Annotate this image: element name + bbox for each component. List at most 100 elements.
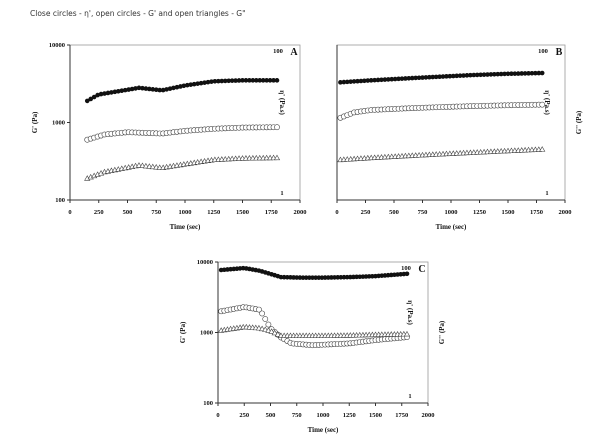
data-point — [313, 275, 318, 280]
data-point — [444, 74, 449, 79]
data-point — [178, 84, 183, 89]
data-point — [258, 325, 266, 332]
data-point — [344, 79, 350, 85]
plot-frame — [69, 44, 301, 201]
data-point — [139, 162, 146, 169]
x-axis-label: Time (sec) — [170, 223, 201, 231]
data-point — [362, 78, 367, 84]
data-point — [140, 85, 145, 91]
data-point — [262, 326, 269, 332]
data-point — [146, 163, 153, 169]
data-point — [147, 86, 152, 92]
y-tick-label: 1000 — [200, 330, 213, 337]
data-point — [95, 92, 100, 98]
data-point — [240, 78, 245, 83]
data-point — [505, 71, 511, 77]
x-tick-label: 0 — [68, 209, 71, 216]
data-point — [247, 78, 252, 83]
series-open-circle — [84, 124, 280, 143]
data-point — [265, 327, 272, 333]
data-point — [119, 88, 125, 94]
data-point — [372, 77, 377, 83]
y2-tick-label: 100 — [538, 48, 548, 55]
data-point — [536, 70, 542, 76]
x-tick-label: 250 — [239, 412, 249, 419]
data-point — [259, 310, 265, 317]
y-tick-label: 10000 — [197, 259, 213, 266]
data-point — [271, 78, 276, 83]
data-point — [274, 331, 281, 337]
panel-B — [336, 44, 566, 203]
x-tick-label: 750 — [292, 412, 302, 419]
data-point — [539, 70, 545, 76]
data-point — [427, 74, 432, 80]
data-point — [450, 73, 456, 79]
data-point — [195, 81, 200, 86]
data-point — [149, 163, 156, 170]
x-tick-label: 500 — [266, 412, 276, 419]
x-tick-label: 1500 — [236, 209, 249, 216]
data-point — [338, 80, 343, 85]
data-point — [498, 71, 504, 77]
data-point — [392, 76, 398, 82]
data-point — [423, 75, 429, 80]
data-point — [488, 72, 494, 77]
x-tick-label: 2000 — [422, 412, 435, 419]
data-point — [143, 86, 149, 91]
data-point — [307, 275, 312, 280]
data-point — [98, 91, 104, 97]
data-point — [271, 329, 278, 336]
data-point — [236, 78, 242, 83]
data-point — [129, 86, 135, 92]
y-tick-label: 100 — [55, 197, 65, 204]
data-point — [167, 86, 173, 91]
data-point — [216, 78, 221, 84]
data-point — [406, 75, 412, 81]
data-point — [310, 275, 315, 280]
data-point — [495, 71, 501, 77]
panel-label: C — [418, 264, 425, 275]
x-tick-label: 500 — [123, 209, 133, 216]
data-point — [522, 71, 528, 76]
x-tick-label: 750 — [418, 209, 428, 216]
data-point — [440, 74, 446, 79]
data-point — [539, 146, 546, 152]
data-point — [191, 81, 197, 87]
data-point — [273, 154, 281, 161]
data-point — [233, 78, 238, 83]
data-point — [229, 78, 235, 83]
data-point — [461, 73, 466, 78]
data-point — [136, 85, 142, 91]
data-point — [348, 79, 353, 84]
data-point — [413, 75, 418, 81]
y-tick-label: 1000 — [52, 120, 65, 127]
plot-frame — [217, 261, 429, 404]
data-point — [471, 72, 477, 78]
x-tick-label: 1750 — [265, 209, 278, 216]
data-point — [243, 78, 249, 83]
data-point — [250, 78, 256, 83]
y2-tick-label: 1 — [408, 393, 411, 400]
data-point — [375, 77, 381, 83]
data-point — [399, 76, 405, 81]
y2-tick-label: 1 — [545, 190, 548, 197]
x-tick-label: 0 — [216, 412, 219, 419]
data-point — [153, 87, 159, 93]
y2-tick-label: 100 — [273, 48, 283, 55]
data-point — [464, 73, 470, 78]
series-filled-circle — [84, 78, 280, 104]
data-point — [457, 73, 463, 78]
data-point — [126, 87, 131, 92]
data-point — [529, 70, 535, 76]
data-point — [316, 275, 322, 280]
x-tick-label: 1500 — [369, 412, 382, 419]
data-point — [358, 78, 364, 84]
data-point — [533, 70, 538, 76]
data-point — [515, 71, 521, 76]
y3-axis-label: G'' (Pa) — [438, 320, 446, 344]
data-point — [386, 77, 391, 82]
data-point — [485, 72, 490, 77]
data-point — [181, 83, 187, 89]
data-point — [164, 87, 169, 92]
figure-caption: Close circles - η', open circles - G' an… — [30, 9, 246, 18]
